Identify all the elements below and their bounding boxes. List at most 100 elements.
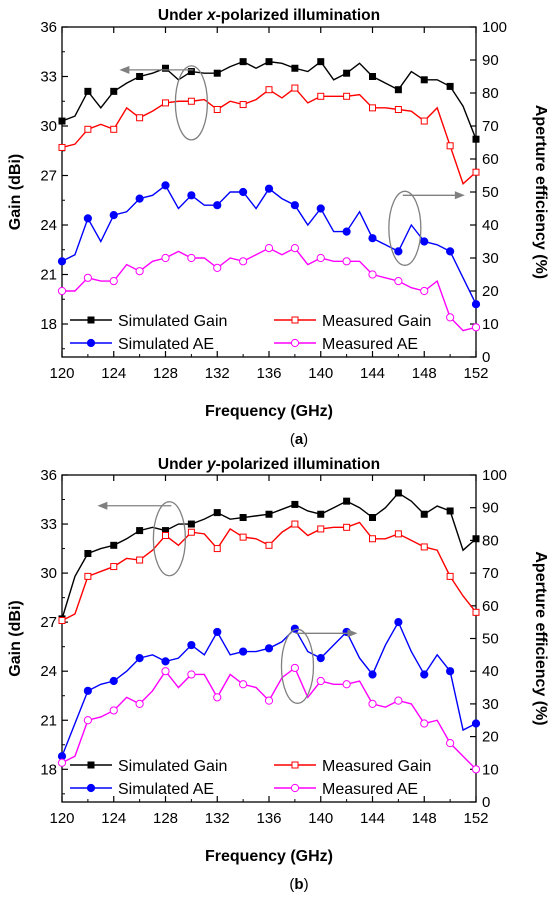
annotation-arrowhead [454,191,465,200]
data-point [265,86,273,94]
data-point [316,654,325,663]
y-tick-label: 33 [40,69,57,86]
data-point [136,556,144,564]
x-tick-label: 148 [412,810,437,827]
data-point [264,184,274,193]
data-point [446,82,454,90]
data-point [213,545,221,553]
data-point [161,181,170,190]
y2-axis-label: Aperture efficiency (%) [532,551,549,725]
series-line [61,87,477,185]
data-point [343,69,351,77]
data-point [343,497,351,505]
series-line [61,666,477,770]
data-point [110,87,118,95]
data-point [342,257,351,266]
data-point [84,125,92,133]
series-line [61,521,477,622]
annotation-ellipse [174,65,209,141]
data-point [187,520,195,528]
y2-tick-label: 30 [482,696,499,713]
data-point [369,73,376,80]
y2-tick-label: 40 [482,663,499,680]
data-point [317,92,325,100]
data-point [471,323,481,332]
data-point [239,514,247,522]
legend-item: Measured AE [274,781,418,798]
data-point [109,211,118,220]
data-point [187,68,195,76]
data-point [342,227,351,236]
legend-marker [290,783,300,793]
annotation-right-axis [388,190,465,266]
y2-tick-label: 60 [482,598,499,615]
legend-item: Simulated AE [70,781,214,798]
chart-title-part: x [206,7,217,24]
chart-title-part: y [206,456,217,473]
data-point [343,523,351,531]
annotation-arrowhead [97,501,108,510]
y-axis-label: Gain (dBi) [7,600,24,676]
chart-title: Under y-polarized illumination [158,456,380,473]
data-point [420,543,428,551]
data-point [264,644,274,653]
x-tick-label: 136 [256,810,281,827]
y-tick-label: 36 [40,467,57,484]
data-point [394,277,403,286]
data-point [446,507,454,515]
data-point [162,531,169,539]
legend-marker [291,316,299,324]
data-point [317,510,325,518]
panel-b: 120 124 128 132 136 140 144 148 152 18 21 24 27 30 33 3… [7,456,549,893]
chart-title-part: -polarized illumination [216,456,380,473]
data-point [446,142,454,150]
data-point [213,627,222,637]
annotation-ellipse [280,628,315,704]
x-tick-label: 120 [49,365,74,382]
annotation-arrowhead [347,629,358,638]
data-point [317,58,325,66]
data-point [342,680,351,689]
y-tick-label: 30 [40,565,57,582]
data-point [394,247,403,256]
data-point [136,527,144,535]
legend-item: Measured Gain [274,313,431,330]
legend-label: Measured AE [322,336,418,353]
data-point [187,640,196,650]
x-tick-label: 140 [308,365,333,382]
x-tick-label: 136 [256,365,281,382]
x-tick-label: 124 [101,810,126,827]
y2-tick-label: 70 [482,565,499,582]
y2-tick-label: 50 [482,631,499,648]
chart-title-part: -polarized illumination [216,7,380,24]
legend-item: Measured Gain [274,758,431,775]
legend-label: Measured AE [322,781,418,798]
x-tick-label: 144 [360,810,385,827]
series-line [61,60,477,140]
legend-marker [291,761,299,769]
data-point [58,117,66,125]
y2-tick-label: 80 [482,85,499,102]
panel-caption: (a) [290,431,308,448]
x-tick-label: 152 [463,365,488,382]
y2-axis-label: Aperture efficiency (%) [532,105,549,279]
series-simulated-gain [58,489,480,623]
annotation-arrowhead [119,65,130,74]
y2-tick-label: 90 [482,52,499,69]
chart-title-part: Under [158,7,207,24]
y2-tick-label: 100 [482,19,507,36]
data-point [446,739,455,748]
y-axis-label: Gain (dBi) [7,154,24,230]
data-point [57,758,67,767]
caption-paren: ( [290,431,295,448]
data-point [83,214,92,223]
caption-letter: b [294,876,303,893]
data-point [135,267,144,276]
legend-label: Simulated Gain [118,758,227,775]
data-point [239,680,248,689]
data-point [239,533,247,541]
caption-paren: ( [289,876,294,893]
data-point [343,92,351,100]
data-point [84,549,92,557]
data-point [446,667,455,676]
